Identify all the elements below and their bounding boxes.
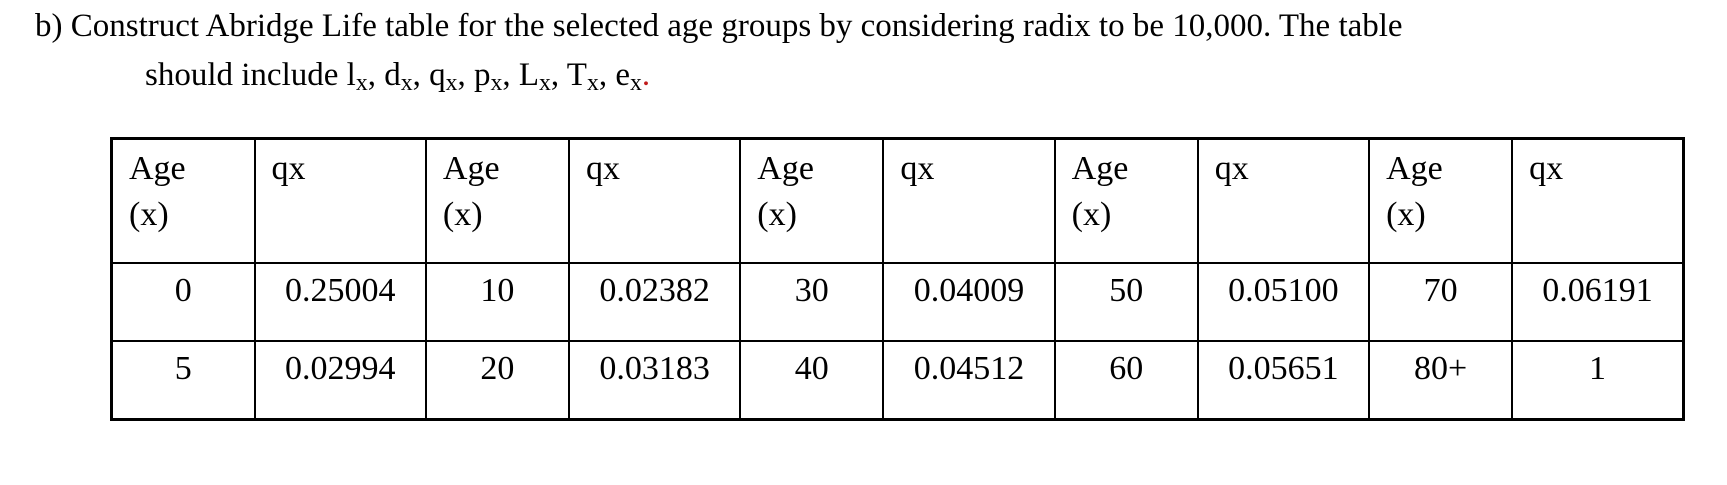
cell-age: 80+ xyxy=(1368,340,1514,421)
col-header-qx: qx xyxy=(253,137,427,264)
header-row: Age (x) qx Age (x) qx Age (x) qx Age (x) qx … xyxy=(110,137,1685,264)
question-text-line1: b) Construct Abridge Life table for the … xyxy=(35,8,1403,44)
cell-qx: 0.04009 xyxy=(882,262,1056,342)
question-text-line2: should include lx, dx, qx, px, Lx, Tx, e… xyxy=(145,57,651,97)
header-line2: (x) xyxy=(1071,195,1112,233)
header-line1: Age xyxy=(757,150,814,187)
col-header-age: Age (x) xyxy=(1368,137,1514,264)
qx-table: Age (x) qx Age (x) qx Age (x) qx Age (x) qx … xyxy=(110,137,1685,421)
red-period: . xyxy=(641,57,651,93)
life-table-symbols: lx, dx, qx, px, Lx, Tx, ex xyxy=(346,57,642,97)
life-table-symbol: ex xyxy=(615,57,642,97)
header-line1: qx xyxy=(1214,150,1249,187)
cell-qx: 0.02994 xyxy=(253,340,427,421)
cell-qx: 0.06191 xyxy=(1511,262,1685,342)
life-table-symbol: dx xyxy=(384,57,413,97)
table-row: 5 0.02994 20 0.03183 40 0.04512 60 0.056… xyxy=(110,340,1685,421)
header-line2: (x) xyxy=(757,195,797,233)
col-header-qx: qx xyxy=(1511,137,1685,264)
cell-qx: 0.04512 xyxy=(882,340,1056,421)
header-line1: qx xyxy=(271,150,306,187)
header-line1: Age xyxy=(1386,150,1443,187)
col-header-qx: qx xyxy=(882,137,1056,264)
question-line2-prefix: should include xyxy=(145,57,347,93)
header-line2: (x) xyxy=(1386,195,1426,233)
header-line1: qx xyxy=(585,150,620,187)
cell-qx: 1 xyxy=(1511,340,1685,421)
col-header-qx: qx xyxy=(1196,137,1371,264)
cell-age: 10 xyxy=(424,262,570,342)
col-header-age: Age (x) xyxy=(739,137,885,264)
cell-age: 60 xyxy=(1053,340,1199,421)
cell-age: 70 xyxy=(1368,262,1514,342)
header-line1: Age xyxy=(129,150,186,187)
life-table-symbol: Lx xyxy=(518,57,551,97)
cell-qx: 0.25004 xyxy=(253,262,427,342)
cell-age: 5 xyxy=(110,340,256,421)
col-header-qx: qx xyxy=(567,137,742,264)
cell-age: 30 xyxy=(739,262,885,342)
life-table-symbol: lx xyxy=(346,57,368,97)
header-line1: Age xyxy=(1071,150,1129,187)
life-table-symbol: qx xyxy=(429,57,458,97)
life-table-symbol: Tx xyxy=(566,57,599,97)
header-line1: Age xyxy=(442,150,500,187)
header-line2: (x) xyxy=(129,195,169,233)
col-header-age: Age (x) xyxy=(424,137,570,264)
cell-age: 0 xyxy=(110,262,256,342)
col-header-age: Age (x) xyxy=(110,137,256,264)
cell-qx: 0.03183 xyxy=(567,340,742,421)
cell-qx: 0.02382 xyxy=(567,262,742,342)
cell-age: 40 xyxy=(739,340,885,421)
header-line1: qx xyxy=(1529,150,1564,187)
cell-qx: 0.05651 xyxy=(1196,340,1371,421)
col-header-age: Age (x) xyxy=(1053,137,1199,264)
life-table-symbol: px xyxy=(473,57,503,97)
header-line1: qx xyxy=(900,150,935,187)
cell-qx: 0.05100 xyxy=(1196,262,1371,342)
cell-age: 20 xyxy=(424,340,570,421)
header-line2: (x) xyxy=(442,195,483,233)
cell-age: 50 xyxy=(1053,262,1199,342)
table-row: 0 0.25004 10 0.02382 30 0.04009 50 0.051… xyxy=(110,262,1685,342)
